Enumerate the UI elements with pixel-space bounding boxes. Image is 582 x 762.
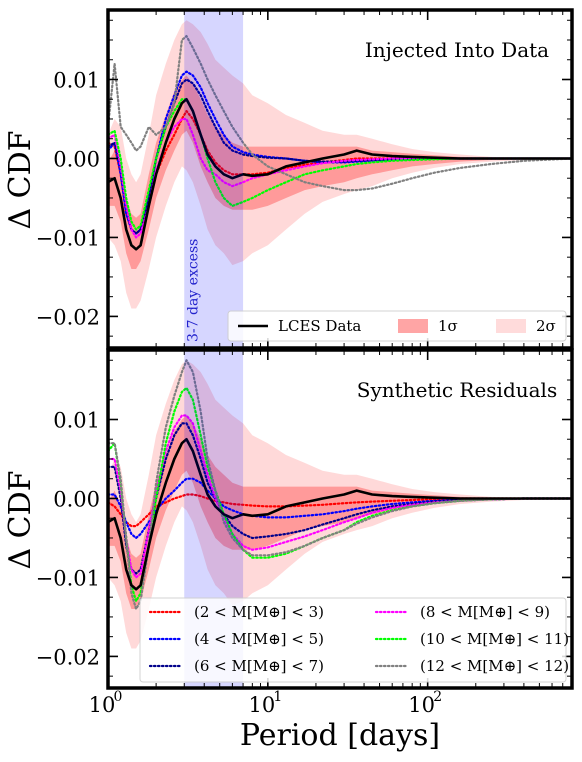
y-axis-label-top: Δ CDF [3,130,38,229]
panel-title: Synthetic Residuals [357,378,557,402]
legend-swatch-patch [398,319,428,333]
series-line-8 [108,359,572,611]
series-line-0 [108,97,572,251]
y-tick-label: 0.00 [53,147,100,171]
series-line-6 [108,117,572,239]
x-tick-label: 10 [248,693,275,717]
legend-label: (6 < M[M⊕] < 7) [194,657,324,675]
x-tick-label: 10 [89,693,116,717]
x-tick-exponent: 0 [114,689,123,705]
legend-label: 2σ [536,317,556,335]
legend: LCES Data 1σ 2σ [227,310,567,342]
series-line-4 [108,477,572,540]
y-tick-label: 0.00 [53,487,100,511]
series-line-3 [108,493,572,528]
x-axis-label: Period [days] [240,718,440,753]
series-line-7 [108,98,572,231]
legend: (2 < M[M⊕] < 3) (8 < M[M⊕] < 9) (4 < M[M⊕]… [139,597,569,683]
legend-label: (4 < M[M⊕] < 5) [194,630,324,648]
series-line-0 [108,437,572,591]
series-line-8 [108,35,572,192]
legend-label: (12 < M[M⊕] < 12) [420,657,569,675]
x-tick-exponent: 1 [273,689,282,705]
legend-label: 1σ [438,317,458,335]
x-tick-exponent: 2 [433,689,442,705]
y-tick-label: −0.02 [36,645,100,669]
plot-frame [106,8,574,350]
legend-label: (2 < M[M⊕] < 3) [194,603,324,621]
panel-title: Injected Into Data [365,38,549,62]
y-tick-label: −0.01 [36,566,100,590]
series-band-one-sigma [108,75,572,269]
legend-label: LCES Data [278,317,361,335]
legend-box [139,597,567,683]
legend-label: (8 < M[M⊕] < 9) [420,603,550,621]
legend-swatch-patch [496,319,526,333]
plot-frame [106,348,574,690]
y-tick-label: −0.01 [36,226,100,250]
legend-box [227,310,567,342]
y-tick-label: 0.01 [53,408,100,432]
x-tick-label: 10 [408,693,435,717]
legend-label: (10 < M[M⊕] < 11) [420,630,569,648]
y-tick-label: 0.01 [53,68,100,92]
excess-annotation: 3-7 day excess [185,239,201,342]
series-line-5 [108,422,572,575]
top-panel: −0.02 −0.01 0.00 0.01 Injected Into Data 3-7 … [36,8,574,350]
y-tick-label: −0.02 [36,305,100,329]
y-axis-label-bottom: Δ CDF [3,470,38,569]
plot-area [108,10,572,348]
excess-band [184,10,244,348]
